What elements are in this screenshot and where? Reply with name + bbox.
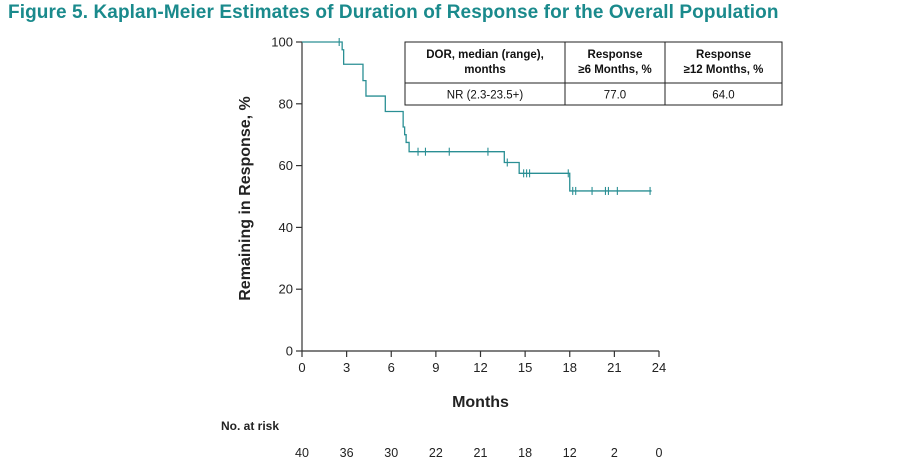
- at-risk-count: 40: [295, 446, 309, 460]
- at-risk-count: 2: [611, 446, 618, 460]
- table-header-cell: ≥12 Months, %: [684, 64, 764, 76]
- x-axis-title: Months: [452, 394, 509, 411]
- y-tick-label: 0: [286, 344, 293, 359]
- at-risk-count: 22: [429, 446, 443, 460]
- table-header-cell: ≥6 Months, %: [578, 64, 651, 76]
- y-tick-label: 100: [271, 35, 293, 50]
- figure-title: Figure 5. Kaplan-Meier Estimates of Dura…: [8, 2, 779, 23]
- km-curve: [302, 38, 652, 195]
- y-tick-label: 60: [279, 158, 293, 173]
- summary-table: DOR, median (range), months Response ≥6 Mon…: [404, 41, 783, 106]
- x-tick-label: 3: [343, 360, 350, 375]
- table-header-cell: months: [464, 64, 506, 76]
- at-risk-count: 21: [474, 446, 488, 460]
- table-value-cell: NR (2.3-23.5+): [447, 90, 524, 102]
- at-risk-count: 36: [340, 446, 354, 460]
- x-tick-label: 12: [473, 360, 487, 375]
- km-step-line: [302, 41, 652, 192]
- table-header-cell: Response: [588, 49, 643, 61]
- table-header-cell: Response: [696, 49, 751, 61]
- at-risk-count: 30: [384, 446, 398, 460]
- x-tick-label: 9: [432, 360, 439, 375]
- x-tick-label: 21: [607, 360, 621, 375]
- axes: 0 20 40 60 80 100 0 3 6 9 12 15 18 21 24 Months Remainin…: [237, 35, 666, 412]
- x-tick-label: 0: [298, 360, 305, 375]
- x-tick-label: 18: [563, 360, 577, 375]
- x-tick-label: 15: [518, 360, 532, 375]
- table-header-cell: DOR, median (range),: [426, 49, 544, 61]
- table-value-cell: 64.0: [712, 90, 734, 102]
- table-border: [404, 41, 783, 106]
- at-risk-table: No. at risk 40 36 30 22 21 18 12 2 0: [221, 419, 663, 460]
- at-risk-count: 12: [563, 446, 577, 460]
- y-tick-label: 80: [279, 96, 293, 111]
- x-tick-label: 24: [652, 360, 666, 375]
- y-tick-label: 40: [279, 220, 293, 235]
- table-value-cell: 77.0: [604, 90, 626, 102]
- y-axis-title: Remaining in Response, %: [237, 96, 254, 300]
- x-tick-label: 6: [388, 360, 395, 375]
- at-risk-title: No. at risk: [221, 419, 279, 433]
- at-risk-count: 0: [656, 446, 663, 460]
- y-tick-label: 20: [279, 282, 293, 297]
- at-risk-count: 18: [518, 446, 532, 460]
